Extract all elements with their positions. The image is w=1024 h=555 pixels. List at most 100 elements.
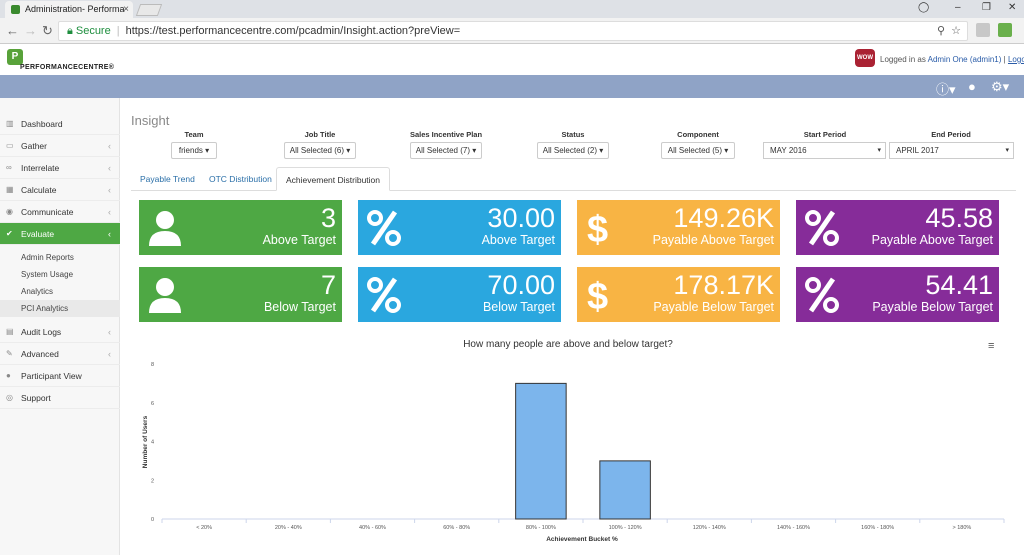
info-icon[interactable]: ⓘ▾	[936, 82, 956, 97]
filter-label-team: Team	[184, 130, 204, 139]
kpi-label: Above Target	[481, 233, 555, 247]
sidebar-subitem-pci-analytics[interactable]: PCI Analytics	[0, 300, 120, 317]
sidebar-item-interrelate[interactable]: ∞ Interrelate ‹	[0, 157, 120, 179]
maximize-button[interactable]: ❐	[982, 2, 991, 13]
sidebar-item-participant-view[interactable]: ● Participant View	[0, 365, 120, 387]
kpi-label: Payable Above Target	[652, 233, 774, 247]
user-icon: ●	[6, 371, 11, 380]
x-tick-label: 100% - 120%	[609, 525, 642, 531]
kpi-value: 70.00	[487, 270, 555, 300]
percent-icon	[367, 277, 401, 313]
sidebar-item-label: Calculate	[21, 185, 57, 195]
kpi-payable-below-target: $ 178.17K Payable Below Target	[577, 267, 780, 322]
folder-icon: ▭	[6, 141, 14, 150]
sidebar-subitem-analytics[interactable]: Analytics	[21, 287, 54, 296]
percent-icon	[805, 277, 839, 313]
chevron-left-icon: ‹	[108, 327, 111, 337]
sidebar-item-audit-logs[interactable]: ▤ Audit Logs ‹	[0, 321, 120, 343]
sidebar-item-gather[interactable]: ▭ Gather ‹	[0, 135, 120, 157]
sidebar-item-communicate[interactable]: ◉ Communicate ‹	[0, 201, 120, 223]
x-tick-label: 20% - 40%	[275, 525, 302, 531]
url-text: https://test.performancecentre.com/pcadm…	[125, 25, 461, 37]
chart-y-axis-label: Number of Users	[142, 415, 149, 468]
link-icon: ∞	[6, 163, 12, 172]
profile-icon[interactable]: ●	[968, 79, 976, 94]
start-period-value: MAY 2016	[770, 146, 807, 155]
filter-label-status: Status	[561, 130, 585, 139]
x-tick-label: 120% - 140%	[693, 525, 726, 531]
kpi-label: Below Target	[482, 300, 555, 314]
start-period-select[interactable]: MAY 2016 ▾	[763, 142, 886, 159]
login-separator: |	[1003, 55, 1006, 64]
achievement-chart: Number of Users Achievement Bucket % 0 2 4…	[142, 362, 1005, 543]
url-input[interactable]: 🔒︎ Secure | https://test.performancecentre.…	[58, 21, 968, 41]
tab-payable-trend[interactable]: Payable Trend	[140, 174, 195, 184]
percent-icon	[805, 210, 839, 246]
chevron-left-icon: ‹	[108, 229, 111, 239]
kpi-above-target-percent: 30.00 Above Target	[358, 200, 561, 255]
y-tick-label: 6	[151, 401, 154, 407]
forward-icon[interactable]: →	[24, 23, 37, 38]
sales-incentive-plan-dropdown[interactable]: All Selected (7) ▾	[410, 142, 482, 159]
logout-link[interactable]: Logout	[1007, 55, 1024, 64]
chart-bar[interactable]	[599, 460, 651, 520]
user-icon	[149, 211, 181, 246]
filter-label-start-period: Start Period	[803, 130, 847, 139]
user-link[interactable]: Admin One (admin1)	[927, 55, 1002, 64]
team-dropdown[interactable]: friends ▾	[171, 142, 217, 159]
chart-menu-icon[interactable]: ≡	[988, 340, 995, 352]
sidebar-item-label: Communicate	[21, 207, 74, 217]
extension-icon-2[interactable]	[998, 23, 1012, 37]
omnibox-icons: ⚲ ☆	[937, 22, 961, 40]
browser-tab-title: Administration- Performa	[25, 4, 125, 14]
job-title-dropdown[interactable]: All Selected (6) ▾	[284, 142, 356, 159]
calculator-icon: ▦	[6, 185, 14, 194]
close-window-button[interactable]: ✕	[1008, 2, 1017, 13]
x-tick-label: > 180%	[952, 525, 971, 531]
tab-close-icon[interactable]: ×	[123, 4, 129, 15]
sidebar-item-support[interactable]: ◎ Support	[0, 387, 120, 409]
chevron-left-icon: ‹	[108, 141, 111, 151]
caret-down-icon: ▾	[877, 147, 881, 154]
sidebar-item-evaluate[interactable]: ✔ Evaluate ‹	[0, 223, 120, 245]
kpi-label: Payable Below Target	[653, 300, 774, 314]
status-dropdown[interactable]: All Selected (2) ▾	[537, 142, 609, 159]
tab-otc-distribution[interactable]: OTC Distribution	[209, 174, 272, 184]
star-icon[interactable]: ☆	[951, 25, 961, 37]
chart-x-axis-label: Achievement Bucket %	[546, 536, 618, 543]
kpi-payable-below-target-percent: 54.41 Payable Below Target	[796, 267, 999, 322]
sidebar-subitem-system-usage[interactable]: System Usage	[21, 270, 74, 279]
chart-bar[interactable]	[515, 382, 567, 520]
x-tick-label: 60% - 80%	[443, 525, 470, 531]
dollar-icon: $	[587, 276, 608, 314]
chevron-left-icon: ‹	[108, 207, 111, 217]
sidebar-item-advanced[interactable]: ✎ Advanced ‹	[0, 343, 120, 365]
sidebar: ▥ Dashboard ▭ Gather ‹ ∞ Interrelate ‹ ▦ Calcu…	[0, 98, 120, 555]
filter-label-component: Component	[677, 130, 719, 139]
end-period-select[interactable]: APRIL 2017 ▾	[889, 142, 1014, 159]
x-tick-label: 80% - 100%	[526, 525, 556, 531]
component-dropdown[interactable]: All Selected (5) ▾	[661, 142, 735, 159]
kpi-payable-above-target-percent: 45.58 Payable Above Target	[796, 200, 999, 255]
help-icon: ◎	[6, 393, 13, 402]
tab-achievement-distribution[interactable]: Achievement Distribution	[276, 167, 391, 191]
gear-icon[interactable]: ⚙▾	[991, 79, 1010, 94]
filter-label-job-title: Job Title	[304, 130, 336, 139]
sidebar-item-dashboard[interactable]: ▥ Dashboard	[0, 113, 120, 135]
sidebar-item-calculate[interactable]: ▦ Calculate ‹	[0, 179, 120, 201]
extension-icon[interactable]	[976, 23, 990, 37]
sidebar-subitem-admin-reports[interactable]: Admin Reports	[21, 253, 74, 262]
kpi-label: Payable Above Target	[871, 233, 993, 247]
chevron-left-icon: ‹	[108, 185, 111, 195]
new-tab-button[interactable]	[135, 4, 163, 16]
minimize-button[interactable]: –	[955, 2, 961, 13]
x-tick-label: 140% - 160%	[777, 525, 810, 531]
browser-tab[interactable]: Administration- Performa ×	[5, 1, 133, 18]
login-status: Logged in as Admin One (admin1) | Logout	[880, 55, 1024, 64]
filter-label-end-period: End Period	[931, 130, 971, 139]
user-icon[interactable]: ◯	[918, 2, 930, 13]
chevron-left-icon: ‹	[108, 163, 111, 173]
reload-icon[interactable]: ↻	[42, 23, 53, 38]
zoom-icon[interactable]: ⚲	[936, 25, 945, 37]
back-icon[interactable]: ←	[6, 23, 19, 38]
